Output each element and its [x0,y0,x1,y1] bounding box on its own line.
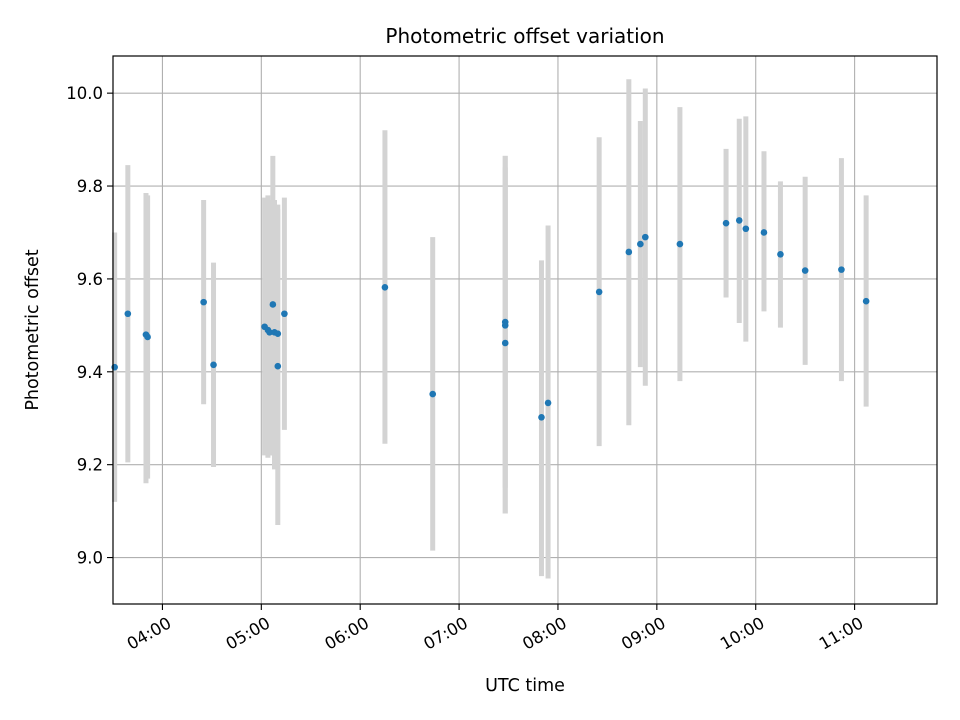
x-axis-label: UTC time [485,676,565,696]
data-point [274,330,282,338]
y-tick-label: 9.6 [77,270,103,289]
y-tick-label: 10.0 [66,84,103,103]
data-point [760,229,768,236]
data-point [838,266,845,273]
data-point [676,240,684,248]
y-tick-label: 9.4 [77,363,103,382]
data-point [144,333,151,341]
y-tick-label: 9.8 [77,177,103,196]
data-point [742,225,750,233]
data-point [124,310,132,318]
data-point [625,248,633,256]
data-point [210,361,217,369]
data-point [281,310,288,318]
data-point [801,267,809,274]
data-point [501,318,509,326]
data-point [538,414,545,421]
data-point [274,362,282,370]
y-axis-ticks: 9.0 9.2 9.4 9.6 9.8 10.0 [66,84,113,568]
plot-area-frame [112,55,938,605]
data-point [111,363,118,371]
data-point [777,251,784,258]
data-point [266,329,273,336]
data-point [381,283,389,291]
data-point [722,219,730,227]
data-point [200,298,207,306]
data-point [735,217,743,224]
grid-lines [113,56,937,604]
y-axis-label: Photometric offset [23,249,43,410]
data-point [501,339,509,347]
y-tick-label: 9.2 [77,456,103,475]
data-point [595,288,603,296]
data-point [544,399,552,407]
y-tick-label: 9.0 [77,549,103,568]
data-points [111,217,870,421]
data-point [862,297,870,305]
data-point [269,301,277,308]
data-point [429,390,437,398]
chart-title: Photometric offset variation [385,24,664,48]
data-point [637,240,644,248]
data-point [642,233,649,241]
